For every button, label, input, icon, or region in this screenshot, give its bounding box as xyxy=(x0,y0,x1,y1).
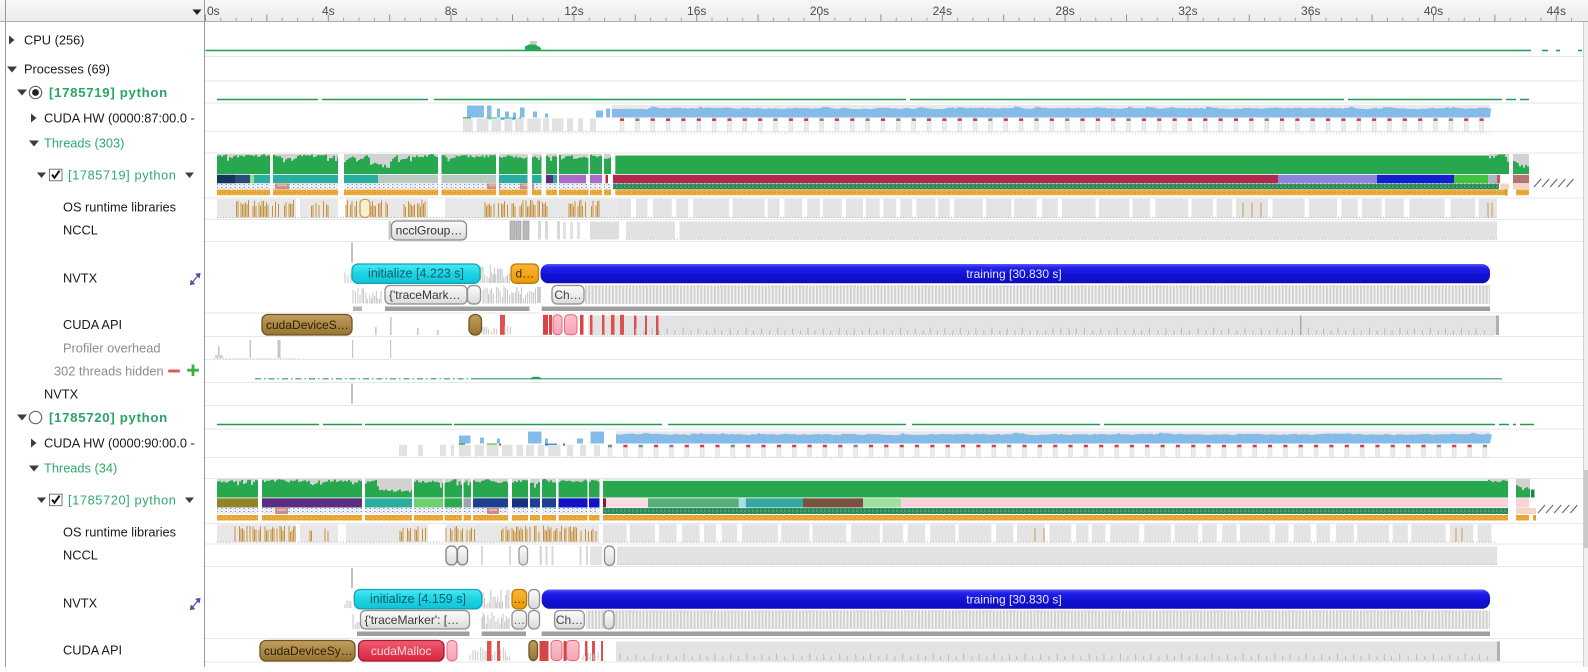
svg-text:Threads (34): Threads (34) xyxy=(44,461,117,476)
svg-text:[1785719] python: [1785719] python xyxy=(49,85,168,100)
svg-text:NVTX: NVTX xyxy=(44,387,79,402)
svg-text:[1785720] python: [1785720] python xyxy=(49,410,168,425)
svg-text:NVTX: NVTX xyxy=(63,596,98,611)
svg-text:Ch…: Ch… xyxy=(554,288,581,302)
svg-text:302 threads hidden: 302 threads hidden xyxy=(54,364,164,379)
svg-text:CPU (256): CPU (256) xyxy=(24,33,84,48)
svg-text:CUDA HW (0000:87:00.0 -: CUDA HW (0000:87:00.0 - xyxy=(44,111,195,126)
svg-text:32s: 32s xyxy=(1178,4,1197,18)
svg-text:initialize [4.223 s]: initialize [4.223 s] xyxy=(368,267,464,281)
svg-text:initialize [4.159 s]: initialize [4.159 s] xyxy=(370,592,466,606)
svg-text:d…: d… xyxy=(515,267,534,281)
svg-text:24s: 24s xyxy=(933,4,952,18)
svg-text:NCCL: NCCL xyxy=(63,223,98,238)
svg-text:8s: 8s xyxy=(445,4,458,18)
svg-text:training [30.830 s]: training [30.830 s] xyxy=(966,592,1061,606)
svg-text:[1785719] python: [1785719] python xyxy=(68,168,177,183)
svg-text:NCCL: NCCL xyxy=(63,548,98,563)
svg-text:CUDA HW (0000:90:00.0 -: CUDA HW (0000:90:00.0 - xyxy=(44,436,195,451)
svg-text:20s: 20s xyxy=(810,4,829,18)
svg-text:CUDA API: CUDA API xyxy=(63,317,122,332)
svg-text:16s: 16s xyxy=(687,4,706,18)
svg-text:training [30.830 s]: training [30.830 s] xyxy=(966,267,1061,281)
svg-text:Processes (69): Processes (69) xyxy=(24,62,110,77)
svg-text:OS runtime libraries: OS runtime libraries xyxy=(63,525,176,540)
svg-text:Ch…: Ch… xyxy=(556,613,583,627)
svg-text:OS runtime libraries: OS runtime libraries xyxy=(63,200,176,215)
svg-text:ncclGroup…: ncclGroup… xyxy=(396,224,463,238)
svg-text:12s: 12s xyxy=(564,4,583,18)
svg-text:4s: 4s xyxy=(322,4,335,18)
svg-text:Threads (303): Threads (303) xyxy=(44,136,124,151)
svg-text:…: … xyxy=(513,613,525,627)
svg-text:cudaMalloc: cudaMalloc xyxy=(371,644,432,658)
svg-text:CUDA API: CUDA API xyxy=(63,643,122,658)
svg-text:[1785720] python: [1785720] python xyxy=(68,493,177,508)
svg-text:{'traceMark…: {'traceMark… xyxy=(389,288,461,302)
svg-text:0s: 0s xyxy=(207,4,220,18)
svg-text:NVTX: NVTX xyxy=(63,271,98,286)
svg-text:36s: 36s xyxy=(1301,4,1320,18)
svg-text:cudaDeviceSy…: cudaDeviceSy… xyxy=(264,644,353,658)
svg-text:28s: 28s xyxy=(1055,4,1074,18)
svg-text:Profiler overhead: Profiler overhead xyxy=(63,341,160,356)
svg-text:{'traceMarker': […: {'traceMarker': [… xyxy=(365,613,460,627)
svg-text:cudaDeviceS…: cudaDeviceS… xyxy=(266,318,349,332)
svg-text:40s: 40s xyxy=(1424,4,1443,18)
svg-text:…: … xyxy=(513,592,525,606)
svg-text:44s: 44s xyxy=(1547,4,1566,18)
